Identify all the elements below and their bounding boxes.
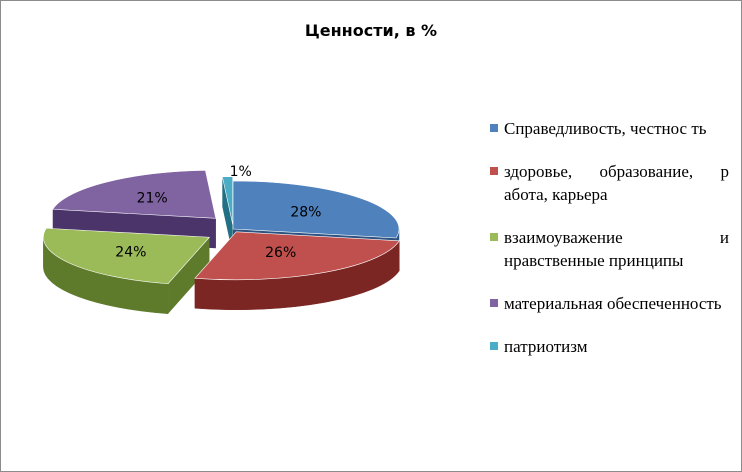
- pie-slice-4: [221, 176, 234, 225]
- pie-face-4-0: [222, 176, 233, 255]
- legend-swatch: [490, 233, 498, 241]
- legend-item-justice: Справедливость, честнос ть: [487, 117, 729, 140]
- legend-label: здоровье, образование, р абота, карьера: [504, 162, 729, 204]
- legend-label: патриотизм: [504, 337, 588, 356]
- legend-item-respect: взаимоуважение и нравственные принципы: [487, 226, 729, 272]
- legend-swatch: [490, 124, 498, 132]
- legend-label: Справедливость, честнос ть: [504, 119, 707, 138]
- pie-labels: 28% 26% 24% 21% 1%: [115, 164, 321, 261]
- pie-tops: [43, 170, 400, 285]
- pie-slice-3: [52, 170, 217, 219]
- pie-slice-1: [194, 231, 400, 281]
- data-label-4: 1%: [230, 164, 252, 180]
- legend: Справедливость, честнос ть здоровье, обр…: [487, 117, 729, 358]
- pie-slice-0: [232, 180, 400, 239]
- data-label-0: 28%: [290, 205, 321, 221]
- data-label-1: 26%: [265, 245, 296, 261]
- chart-title: Ценности, в %: [304, 21, 438, 40]
- legend-swatch: [490, 342, 498, 350]
- pie-slice-2: [43, 227, 210, 285]
- legend-swatch: [490, 167, 498, 175]
- legend-swatch: [490, 299, 498, 307]
- legend-label: материальная обеспеченность: [504, 294, 722, 313]
- legend-label: взаимоуважение и нравственные принципы: [504, 228, 729, 270]
- legend-item-health: здоровье, образование, р абота, карьера: [487, 160, 729, 206]
- legend-item-material: материальная обеспеченность: [487, 292, 729, 315]
- data-label-3: 21%: [137, 190, 168, 206]
- data-label-2: 24%: [115, 245, 146, 261]
- legend-item-patriotism: патриотизм: [487, 335, 729, 358]
- pie-face-2-0: [168, 237, 210, 314]
